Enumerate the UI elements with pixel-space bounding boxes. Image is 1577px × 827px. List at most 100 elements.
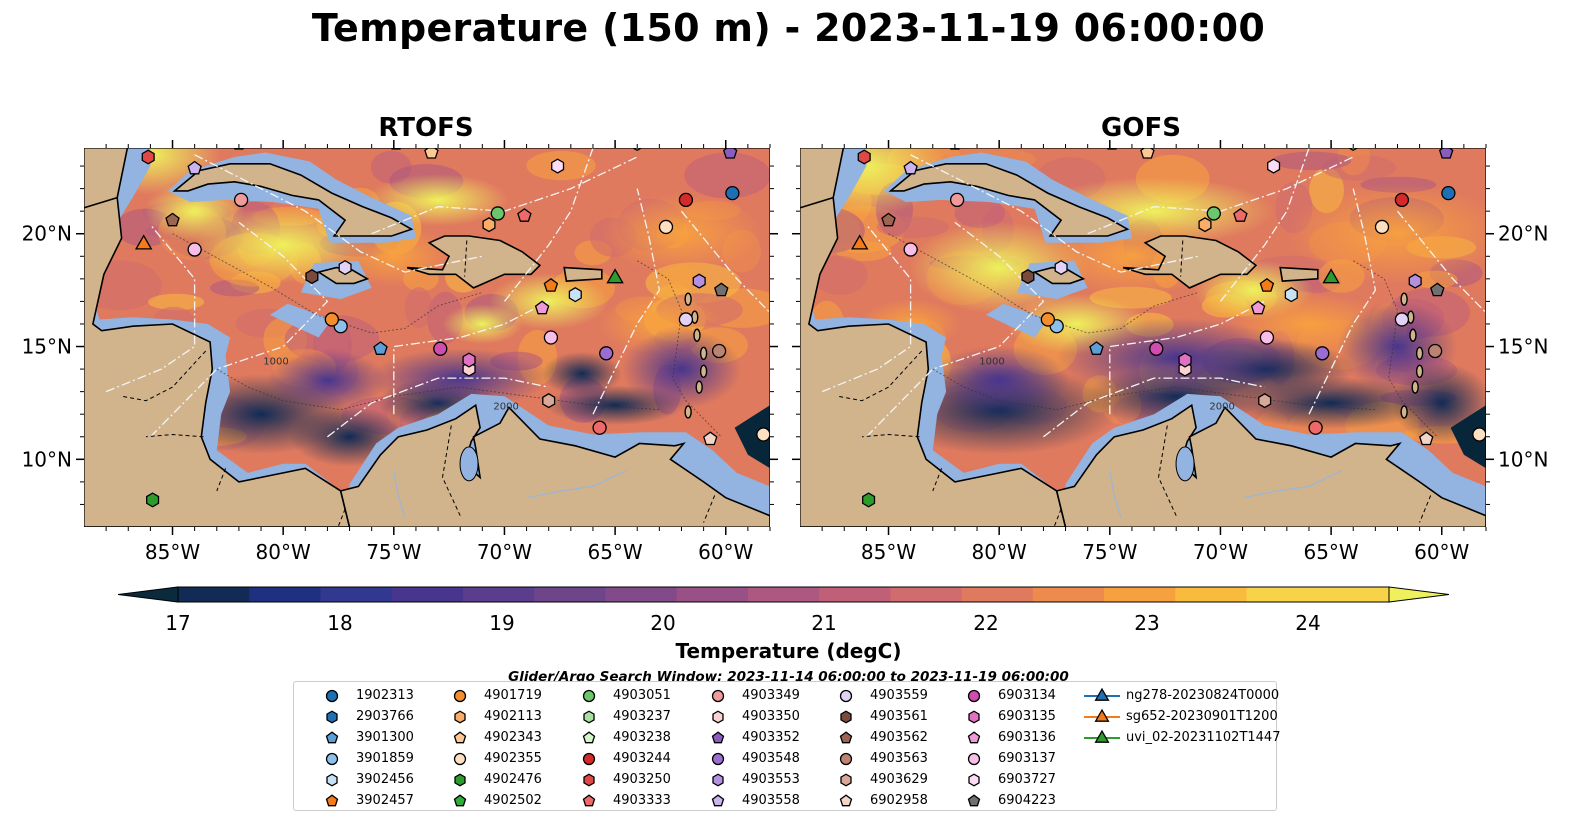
float-marker[interactable] bbox=[1322, 268, 1340, 284]
y-tick-label: 15°N bbox=[1498, 335, 1548, 359]
legend-label: 4903352 bbox=[742, 730, 800, 745]
float-marker[interactable] bbox=[592, 420, 607, 435]
colorbar-bin bbox=[676, 587, 749, 602]
float-marker[interactable] bbox=[551, 158, 565, 174]
float-marker[interactable] bbox=[542, 393, 556, 409]
float-marker[interactable] bbox=[711, 343, 727, 359]
legend-marker-icon bbox=[326, 773, 338, 787]
float-marker[interactable] bbox=[1140, 146, 1155, 159]
float-marker[interactable] bbox=[1259, 330, 1275, 345]
float-marker[interactable] bbox=[756, 427, 770, 442]
float-marker[interactable] bbox=[1284, 287, 1298, 303]
float-marker[interactable] bbox=[1233, 208, 1248, 222]
float-marker[interactable] bbox=[1178, 352, 1192, 368]
float-marker[interactable] bbox=[788, 444, 800, 458]
float-marker[interactable] bbox=[146, 492, 160, 508]
float-marker[interactable] bbox=[678, 312, 694, 327]
float-marker[interactable] bbox=[1472, 427, 1486, 442]
float-marker[interactable] bbox=[1206, 206, 1221, 221]
float-marker[interactable] bbox=[543, 277, 559, 292]
float-marker[interactable] bbox=[1259, 277, 1275, 292]
legend-label: 4903561 bbox=[870, 709, 928, 724]
float-marker[interactable] bbox=[1427, 343, 1443, 359]
legend-label: 4902355 bbox=[484, 751, 542, 766]
float-marker[interactable] bbox=[534, 300, 550, 315]
float-marker[interactable] bbox=[1438, 146, 1454, 159]
float-marker[interactable] bbox=[862, 492, 876, 508]
legend-label: 4903563 bbox=[870, 751, 928, 766]
float-marker[interactable] bbox=[72, 444, 84, 458]
float-marker[interactable] bbox=[462, 352, 476, 368]
float-marker[interactable] bbox=[141, 149, 155, 165]
float-marker[interactable] bbox=[490, 206, 505, 221]
map-axes: 85°W 80°W 75°W 70°W 65°W 60°W 20°N 15°N 10°N 85°W… bbox=[22, 140, 1548, 564]
colorbar-bin bbox=[1032, 587, 1105, 602]
float-marker[interactable] bbox=[1394, 312, 1410, 327]
float-marker[interactable] bbox=[714, 282, 729, 297]
colorbar-bin bbox=[320, 587, 393, 602]
legend-label: ng278-20230824T0000 bbox=[1126, 688, 1280, 703]
float-marker[interactable] bbox=[187, 242, 202, 257]
legend-marker-icon bbox=[1084, 708, 1120, 722]
float-marker[interactable] bbox=[338, 259, 352, 276]
float-marker[interactable] bbox=[1267, 158, 1281, 174]
float-marker[interactable] bbox=[850, 234, 869, 250]
float-marker[interactable] bbox=[1021, 269, 1035, 285]
legend-label: 4903558 bbox=[742, 793, 800, 808]
float-marker[interactable] bbox=[722, 146, 738, 159]
colorbar-tick-label: 20 bbox=[650, 611, 675, 635]
float-marker[interactable] bbox=[725, 185, 740, 201]
float-marker[interactable] bbox=[324, 312, 339, 327]
float-marker[interactable] bbox=[1441, 185, 1456, 201]
float-marker[interactable] bbox=[606, 268, 624, 284]
float-marker[interactable] bbox=[881, 212, 896, 227]
legend-marker-icon bbox=[711, 752, 725, 766]
float-marker[interactable] bbox=[482, 217, 496, 233]
float-marker[interactable] bbox=[305, 269, 319, 285]
float-marker[interactable] bbox=[134, 234, 153, 250]
float-marker[interactable] bbox=[165, 212, 180, 227]
colorbar-tick-label: 24 bbox=[1295, 611, 1320, 635]
float-marker[interactable] bbox=[187, 160, 202, 175]
float-marker[interactable] bbox=[703, 431, 718, 446]
float-marker[interactable] bbox=[1040, 312, 1055, 327]
float-marker[interactable] bbox=[1408, 273, 1422, 289]
float-marker[interactable] bbox=[949, 192, 965, 208]
float-marker[interactable] bbox=[424, 146, 439, 159]
float-marker[interactable] bbox=[1258, 393, 1272, 409]
float-marker[interactable] bbox=[1374, 219, 1390, 235]
contour-label: 2000 bbox=[1209, 402, 1234, 413]
float-marker[interactable] bbox=[1198, 217, 1212, 233]
float-marker[interactable] bbox=[903, 242, 918, 257]
legend-label: 3902457 bbox=[356, 793, 414, 808]
legend-label: 4903237 bbox=[613, 709, 671, 724]
float-marker[interactable] bbox=[1315, 346, 1330, 361]
float-marker[interactable] bbox=[233, 192, 249, 208]
float-marker[interactable] bbox=[599, 346, 614, 361]
float-marker[interactable] bbox=[543, 330, 559, 345]
float-marker[interactable] bbox=[568, 287, 582, 303]
float-marker[interactable] bbox=[1089, 341, 1104, 355]
float-marker[interactable] bbox=[1250, 300, 1266, 315]
float-marker[interactable] bbox=[658, 219, 674, 235]
float-marker[interactable] bbox=[517, 208, 532, 222]
float-marker[interactable] bbox=[1106, 137, 1119, 150]
float-marker[interactable] bbox=[903, 160, 918, 175]
float-marker[interactable] bbox=[390, 137, 403, 150]
float-marker[interactable] bbox=[1394, 192, 1410, 208]
legend-marker-icon bbox=[582, 794, 596, 807]
float-marker[interactable] bbox=[1054, 259, 1068, 276]
float-marker[interactable] bbox=[678, 192, 694, 208]
float-marker[interactable] bbox=[433, 341, 448, 356]
float-marker[interactable] bbox=[373, 341, 388, 355]
float-marker[interactable] bbox=[1308, 420, 1323, 435]
float-marker[interactable] bbox=[857, 149, 871, 165]
float-marker[interactable] bbox=[692, 273, 706, 289]
float-marker[interactable] bbox=[1419, 431, 1434, 446]
colorbar-tick-label: 17 bbox=[165, 611, 190, 635]
legend-label: 6903134 bbox=[998, 688, 1056, 703]
panel-title-gofs: GOFS bbox=[1101, 113, 1181, 143]
float-marker[interactable] bbox=[1149, 341, 1164, 356]
float-marker[interactable] bbox=[1430, 282, 1445, 297]
legend-label: 3901859 bbox=[356, 751, 414, 766]
